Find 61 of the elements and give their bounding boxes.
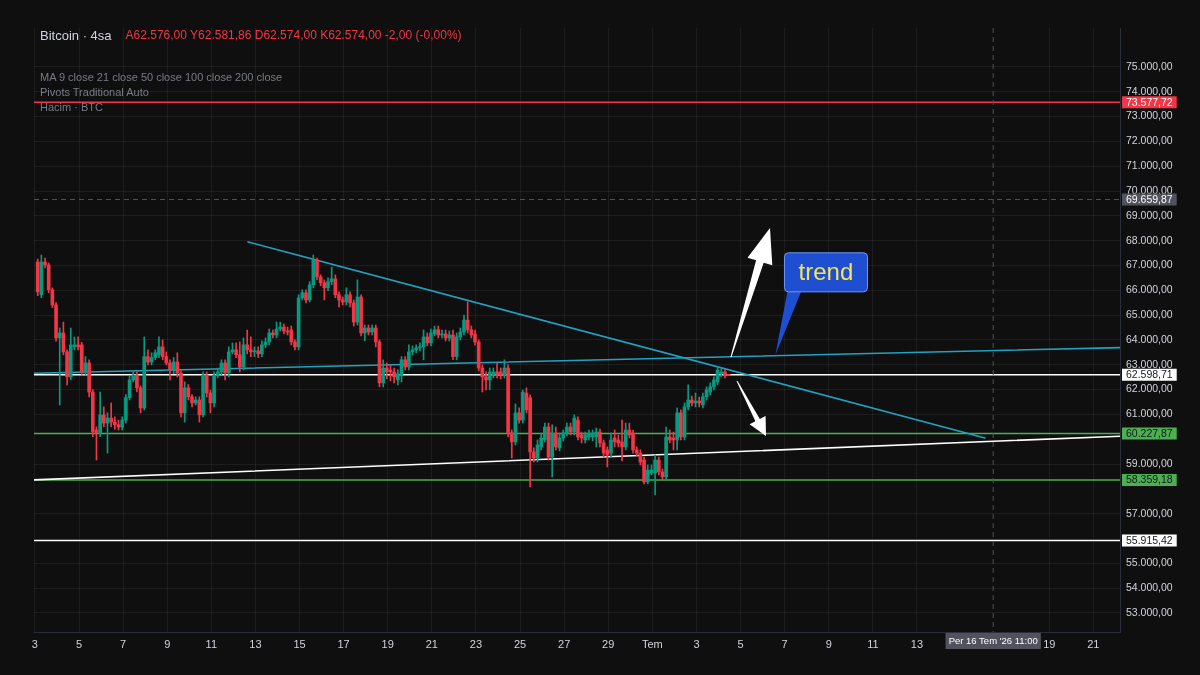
x-tick-label: 9 — [164, 637, 171, 650]
y-tick-label: 67.000,00 — [1126, 258, 1173, 271]
candlestick — [109, 402, 114, 428]
x-tick-label: 3 — [31, 637, 38, 650]
x-tick-label: 21 — [1087, 637, 1100, 650]
y-tick-label: 53.000,00 — [1126, 605, 1173, 618]
x-tick-label: 11 — [205, 637, 218, 650]
ref-line-label: 60.227,87 — [1126, 426, 1173, 439]
annotation: trend — [798, 257, 854, 285]
x-tick-label: 27 — [558, 637, 571, 650]
y-tick-label: 55.000,00 — [1126, 556, 1173, 569]
candlestick — [245, 329, 249, 355]
x-tick-label: 17 — [337, 637, 350, 650]
chart-title: Bitcoin · 4sa — [40, 27, 113, 43]
y-tick-label: 61.000,00 — [1126, 407, 1173, 420]
y-tick-label: 72.000,00 — [1126, 134, 1173, 147]
x-tick-label: 3 — [693, 637, 700, 650]
x-tick-label: 29 — [602, 637, 615, 650]
y-tick-label: 57.000,00 — [1126, 506, 1173, 519]
y-tick-label: 73.000,00 — [1126, 109, 1173, 122]
candlestick — [620, 419, 624, 462]
candlestick — [495, 362, 499, 379]
x-tick-label: 9 — [825, 637, 832, 650]
x-tick-label: 5 — [737, 637, 744, 650]
y-tick-label: 71.000,00 — [1126, 159, 1173, 172]
y-tick-label: 59.000,00 — [1126, 456, 1173, 469]
x-tick-label: 13 — [910, 637, 924, 650]
y-tick-label: 64.000,00 — [1126, 332, 1173, 345]
y-tick-label: 68.000,00 — [1126, 233, 1173, 246]
ref-line-label: 58.359,18 — [1126, 473, 1173, 486]
x-tick-label: Tem — [641, 637, 663, 650]
y-tick-label: 70.000,00 — [1126, 183, 1173, 196]
x-tick-label: 23 — [469, 637, 483, 650]
x-tick-label: 19 — [1043, 637, 1056, 650]
x-tick-label: 7 — [781, 637, 788, 650]
y-tick-label: 74.000,00 — [1126, 84, 1173, 97]
x-tick-label: 21 — [425, 637, 438, 650]
y-tick-label: 54.000,00 — [1126, 580, 1173, 593]
x-tick-label: 13 — [249, 637, 262, 650]
y-tick-label: 75.000,00 — [1126, 59, 1173, 72]
x-tick-label: 15 — [293, 637, 306, 650]
y-tick-label: 66.000,00 — [1126, 283, 1173, 296]
chart-subtitle: A62.576,00 Y62.581,86 D62.574,00 K62.574,00 -2,00 (-0,00%) — [125, 28, 462, 43]
ref-line-label: 55.915,42 — [1126, 533, 1173, 546]
x-tick-label: 7 — [120, 637, 127, 650]
y-tick-label: 65.000,00 — [1126, 308, 1173, 320]
y-tick-label: 62.000,00 — [1126, 382, 1173, 395]
y-tick-label: 63.000,00 — [1126, 357, 1173, 370]
annotation: Pivots Traditional Auto — [40, 86, 149, 99]
ref-line-label: 62.598,71 — [1126, 368, 1173, 381]
x-tick-label: 5 — [75, 637, 83, 650]
annotation: Hacim · BTC — [40, 101, 103, 114]
x-tick-label: 19 — [381, 637, 394, 650]
y-tick-label: 69.000,00 — [1126, 208, 1173, 221]
x-tick-label: 11 — [867, 637, 879, 650]
ref-line-label: Per 16 Tem '26 11:00 — [948, 635, 1038, 647]
annotation: MA 9 close 21 close 50 close 100 close 200 close — [40, 71, 283, 84]
ref-line-label: 73.577,72 — [1126, 95, 1173, 108]
candlestick — [612, 429, 617, 448]
x-tick-label: 25 — [513, 637, 527, 650]
candlestick — [57, 327, 62, 406]
